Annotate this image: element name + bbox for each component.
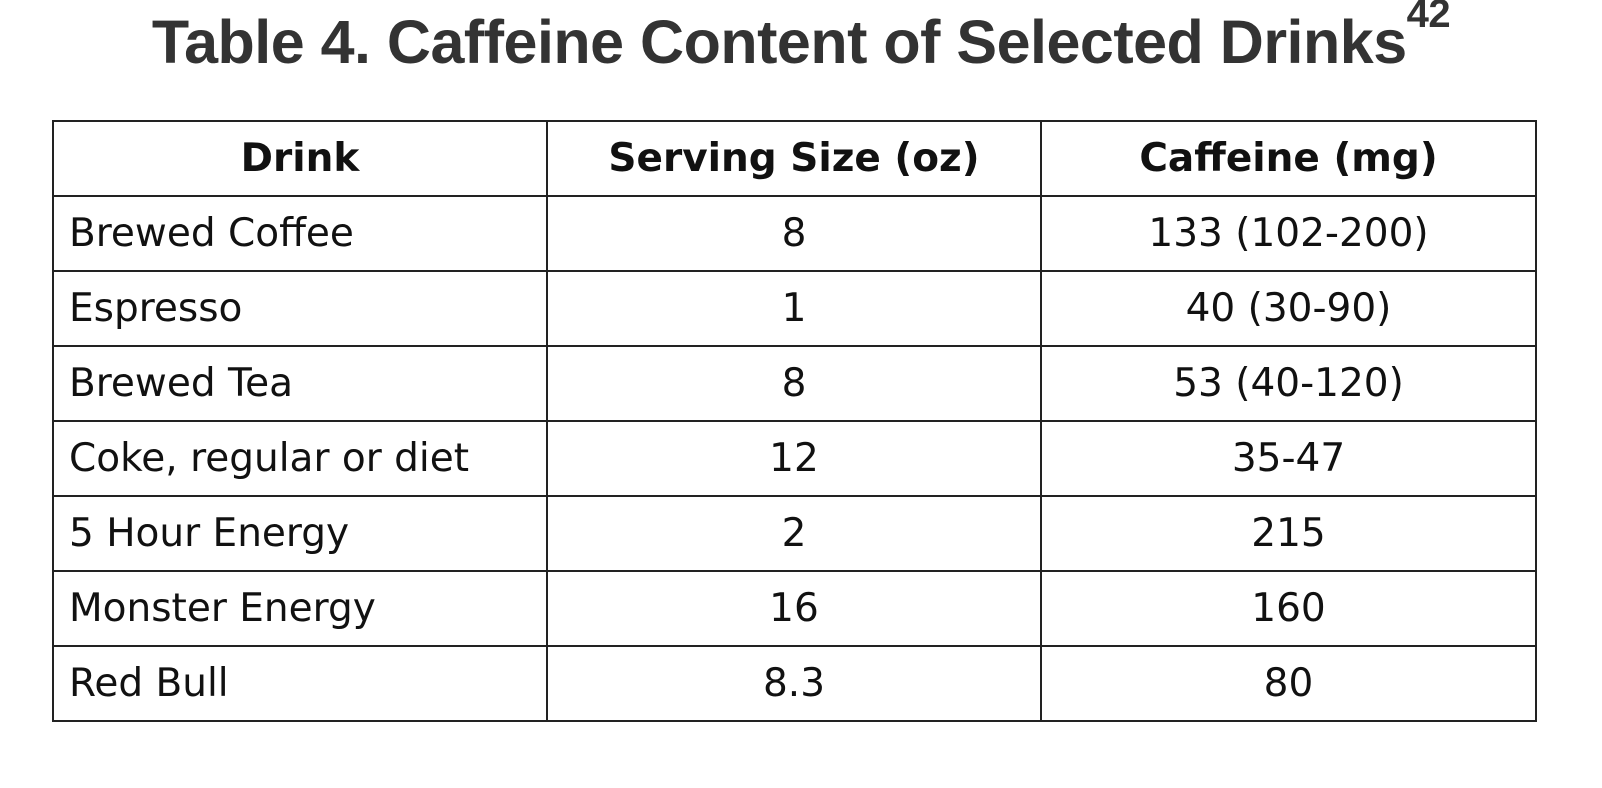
drink-cell: Espresso: [52, 270, 548, 347]
caffeine-cell: 53 (40-120): [1040, 345, 1537, 422]
drink-cell: Brewed Tea: [52, 345, 548, 422]
table-header-row: Drink Serving Size (oz) Caffeine (mg): [52, 120, 1537, 197]
table-title-text: Table 4. Caffeine Content of Selected Dr…: [151, 8, 1407, 76]
column-header-caffeine: Caffeine (mg): [1040, 120, 1537, 197]
table-row: 5 Hour Energy 2 215: [52, 495, 1537, 572]
table-title: Table 4. Caffeine Content of Selected Dr…: [0, 0, 1602, 84]
table-row: Brewed Coffee 8 133 (102-200): [52, 195, 1537, 272]
reference-superscript: 42: [1406, 0, 1451, 36]
column-header-serving-size: Serving Size (oz): [546, 120, 1042, 197]
caffeine-cell: 40 (30-90): [1040, 270, 1537, 347]
caffeine-cell: 133 (102-200): [1040, 195, 1537, 272]
table-row: Coke, regular or diet 12 35-47: [52, 420, 1537, 497]
caffeine-cell: 160: [1040, 570, 1537, 647]
drink-cell: Coke, regular or diet: [52, 420, 548, 497]
serving-size-cell: 8: [546, 345, 1042, 422]
serving-size-cell: 8.3: [546, 645, 1042, 722]
drink-cell: 5 Hour Energy: [52, 495, 548, 572]
drink-cell: Monster Energy: [52, 570, 548, 647]
serving-size-cell: 16: [546, 570, 1042, 647]
caffeine-cell: 35-47: [1040, 420, 1537, 497]
caffeine-table: Drink Serving Size (oz) Caffeine (mg) Br…: [52, 120, 1537, 722]
drink-cell: Red Bull: [52, 645, 548, 722]
column-header-drink: Drink: [52, 120, 548, 197]
table-row: Red Bull 8.3 80: [52, 645, 1537, 722]
caffeine-cell: 80: [1040, 645, 1537, 722]
table-row: Monster Energy 16 160: [52, 570, 1537, 647]
table-row: Espresso 1 40 (30-90): [52, 270, 1537, 347]
serving-size-cell: 8: [546, 195, 1042, 272]
serving-size-cell: 12: [546, 420, 1042, 497]
drink-cell: Brewed Coffee: [52, 195, 548, 272]
serving-size-cell: 2: [546, 495, 1042, 572]
table-row: Brewed Tea 8 53 (40-120): [52, 345, 1537, 422]
serving-size-cell: 1: [546, 270, 1042, 347]
caffeine-cell: 215: [1040, 495, 1537, 572]
